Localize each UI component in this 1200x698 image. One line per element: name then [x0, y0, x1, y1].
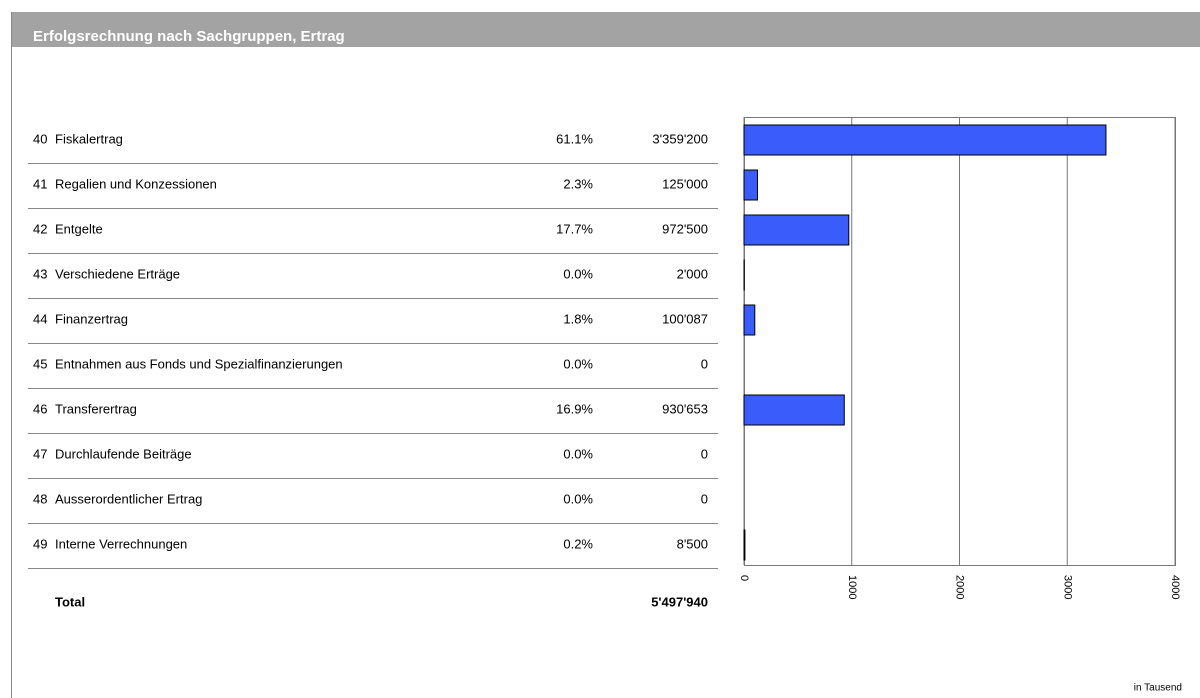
row-name: Interne Verrechnungen — [55, 536, 187, 551]
total-label: Total — [55, 594, 85, 609]
row-percent: 0.0% — [563, 446, 593, 461]
x-tick-label: 2000 — [954, 575, 966, 599]
row-name: Ausserordentlicher Ertrag — [55, 491, 202, 506]
row-name: Finanzertrag — [55, 311, 128, 326]
row-percent: 2.3% — [563, 176, 593, 191]
header-bar — [11, 12, 1200, 47]
row-name: Verschiedene Erträge — [55, 266, 180, 281]
row-code: 46 — [33, 401, 47, 416]
row-percent: 0.0% — [563, 491, 593, 506]
unit-note: in Tausend — [1134, 683, 1182, 694]
bar — [743, 169, 758, 201]
row-percent: 0.0% — [563, 356, 593, 371]
total-amount: 5'497'940 — [651, 594, 708, 609]
row-amount: 8'500 — [677, 536, 708, 551]
row-name: Entnahmen aus Fonds und Spezialfinanzier… — [55, 356, 343, 371]
row-code: 44 — [33, 311, 47, 326]
row-amount: 0 — [701, 356, 708, 371]
row-amount: 3'359'200 — [652, 131, 708, 146]
row-name: Regalien und Konzessionen — [55, 176, 217, 191]
header-title: Erfolgsrechnung nach Sachgruppen, Ertrag — [33, 28, 345, 45]
bar — [743, 214, 850, 246]
row-name: Transferertrag — [55, 401, 137, 416]
row-amount: 0 — [701, 491, 708, 506]
row-code: 40 — [33, 131, 47, 146]
row-amount: 125'000 — [662, 176, 708, 191]
row-code: 42 — [33, 221, 47, 236]
row-amount: 2'000 — [677, 266, 708, 281]
bar — [743, 304, 756, 336]
row-code: 41 — [33, 176, 47, 191]
row-name: Fiskalertrag — [55, 131, 123, 146]
row-amount: 100'087 — [662, 311, 708, 326]
row-percent: 0.2% — [563, 536, 593, 551]
row-code: 43 — [33, 266, 47, 281]
row-percent: 17.7% — [556, 221, 593, 236]
row-name: Durchlaufende Beiträge — [55, 446, 192, 461]
row-code: 49 — [33, 536, 47, 551]
row-amount: 0 — [701, 446, 708, 461]
row-amount: 972'500 — [662, 221, 708, 236]
row-name: Entgelte — [55, 221, 103, 236]
row-code: 47 — [33, 446, 47, 461]
bar — [743, 529, 746, 561]
bar — [743, 394, 845, 426]
row-percent: 16.9% — [556, 401, 593, 416]
row-percent: 61.1% — [556, 131, 593, 146]
row-percent: 1.8% — [563, 311, 593, 326]
x-tick-label: 0 — [738, 575, 750, 581]
x-tick-label: 1000 — [846, 575, 858, 599]
row-code: 48 — [33, 491, 47, 506]
row-percent: 0.0% — [563, 266, 593, 281]
x-tick-label: 4000 — [1169, 575, 1181, 599]
row-code: 45 — [33, 356, 47, 371]
x-tick-label: 3000 — [1061, 575, 1073, 599]
bar — [743, 124, 1107, 156]
row-amount: 930'653 — [662, 401, 708, 416]
